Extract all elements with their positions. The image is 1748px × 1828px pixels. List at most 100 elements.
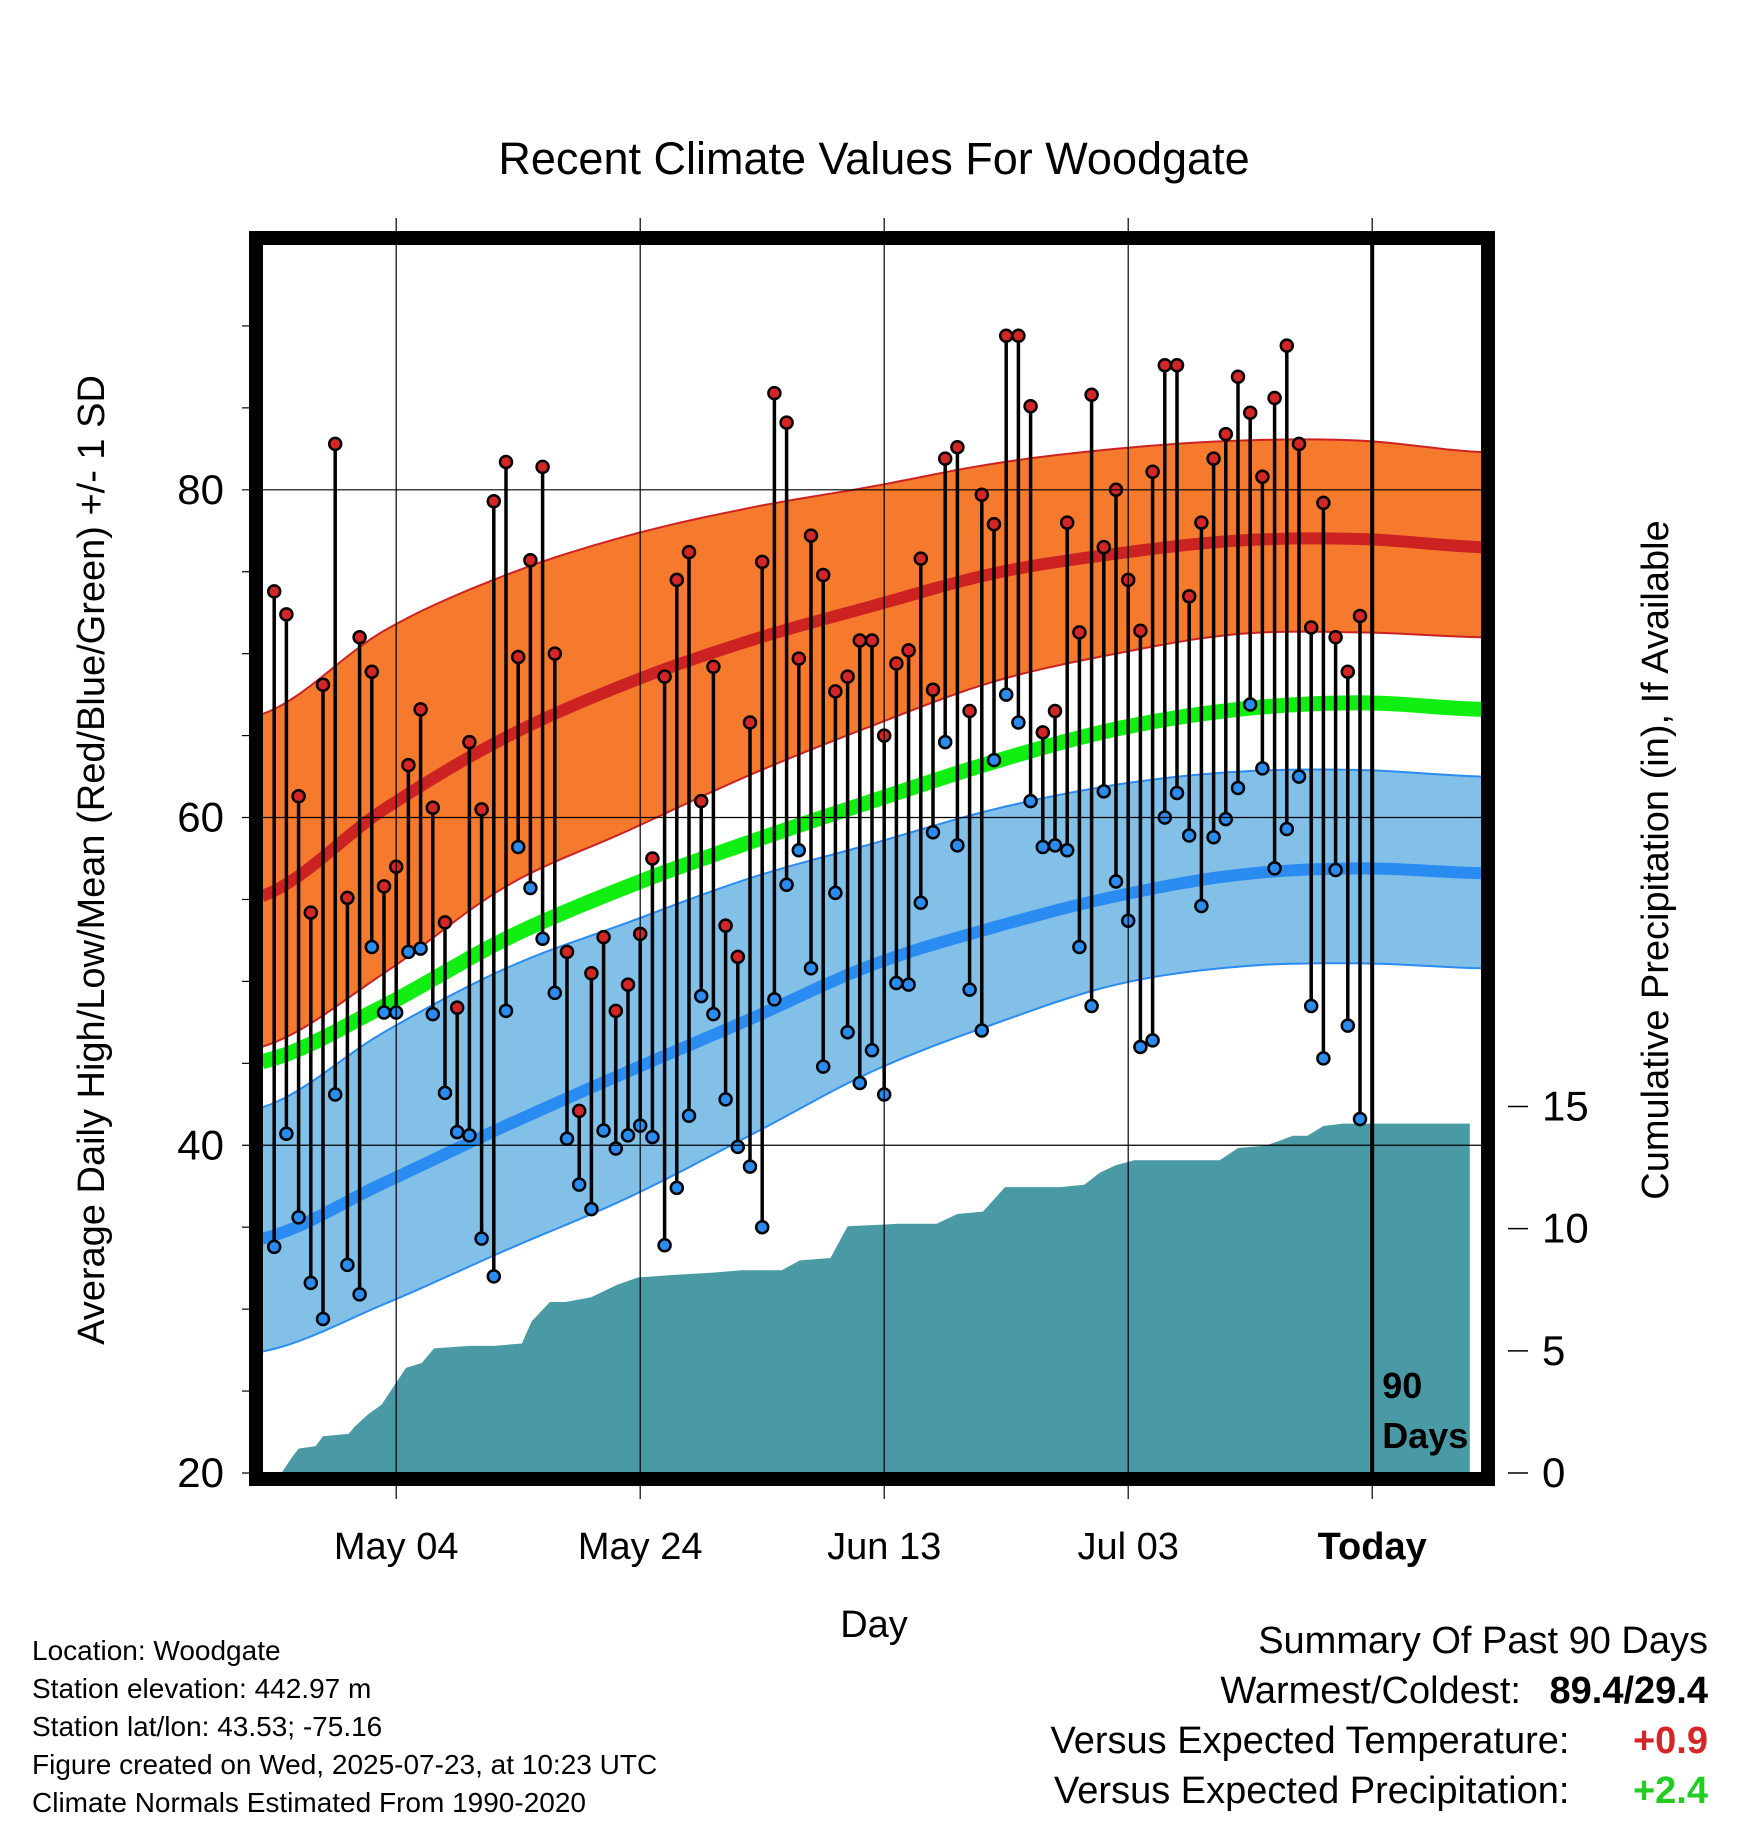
daily-low-point [437, 1085, 453, 1101]
daily-high-point [779, 415, 794, 430]
daily-high-point [681, 544, 697, 560]
daily-low-point [462, 1128, 477, 1143]
high-sd-upper [262, 438, 1482, 716]
daily-high-point [510, 649, 526, 665]
observations [266, 328, 1368, 1327]
daily-high-point [608, 1003, 624, 1019]
daily-low-point [498, 1003, 514, 1019]
daily-high-point [1047, 703, 1063, 719]
y-right-tick-label: 15 [1542, 1082, 1589, 1129]
plot-inner [262, 328, 1482, 1473]
daily-low-point [779, 877, 794, 892]
daily-high-point [523, 553, 538, 568]
daily-high-point [706, 659, 721, 675]
daily-high-point [767, 385, 782, 401]
daily-low-point [571, 1177, 587, 1192]
daily-high-point [657, 669, 672, 684]
daily-low-point [718, 1092, 733, 1107]
daily-high-point [620, 977, 636, 992]
daily-low-point [693, 988, 709, 1004]
y-left-tick-label: 60 [177, 794, 224, 841]
daily-low-point [1108, 874, 1124, 889]
daily-high-point [950, 439, 965, 455]
summary-panel: Summary Of Past 90 Days Warmest/Coldest:… [1051, 1620, 1708, 1820]
daily-low-point [803, 961, 819, 976]
daily-high-point [1157, 358, 1173, 373]
daily-high-point [889, 656, 904, 671]
daily-high-point [901, 643, 916, 658]
daily-low-point [1206, 829, 1221, 845]
precip-row: Versus Expected Precipitation: +2.4 [1051, 1770, 1708, 1820]
daily-low-point [1047, 838, 1063, 853]
daily-high-point [327, 436, 343, 452]
temp-value: +0.9 [1632, 1720, 1708, 1762]
daily-low-point [815, 1059, 831, 1074]
daily-high-point [474, 802, 489, 817]
daily-high-point [962, 703, 977, 719]
elevation-text: Station elevation: 442.97 m [32, 1673, 372, 1704]
daily-low-point [486, 1269, 502, 1284]
daily-low-point [279, 1126, 294, 1142]
precip-value: +2.4 [1632, 1770, 1708, 1812]
daily-low-point [1303, 998, 1319, 1014]
daily-high-point [828, 684, 843, 699]
daily-low-point [1096, 784, 1112, 799]
daily-low-point [889, 975, 904, 991]
normals-text: Climate Normals Estimated From 1990-2020 [32, 1787, 586, 1818]
daily-high-point [1303, 620, 1319, 635]
daily-low-point [608, 1141, 624, 1156]
low-sd-band [262, 769, 1482, 1352]
plot-area: 90 Days 20 40 60 80 0 5 10 15 May 04 May 24 Jun 13 Ju… [177, 218, 1589, 1568]
daily-high-point [1316, 495, 1331, 511]
daily-high-point [1267, 390, 1282, 406]
daily-low-point [315, 1311, 331, 1327]
daily-high-point [596, 929, 611, 945]
warm-cold-label: Warmest/Coldest: [1220, 1670, 1521, 1712]
daily-low-point [1218, 811, 1234, 827]
daily-low-point [559, 1131, 575, 1146]
daily-high-point [364, 664, 380, 679]
window-label-unit: Days [1382, 1415, 1468, 1456]
daily-high-point [1218, 426, 1234, 442]
daily-low-point [1169, 785, 1185, 801]
daily-low-point [584, 1201, 599, 1217]
daily-low-point [950, 838, 965, 853]
daily-high-point [1352, 608, 1368, 624]
daily-high-point [266, 584, 282, 599]
daily-low-point [925, 825, 941, 840]
daily-high-point [1230, 369, 1246, 384]
precip-area [281, 1123, 1470, 1473]
daily-high-point [1279, 338, 1295, 353]
y-left-tick-label: 40 [177, 1121, 224, 1168]
daily-low-point [425, 1006, 441, 1022]
x-tick-label: Today [1318, 1526, 1427, 1568]
daily-high-point [1035, 725, 1051, 740]
daily-low-point [742, 1159, 758, 1174]
daily-low-point [401, 944, 416, 960]
daily-low-point [474, 1231, 489, 1246]
low-sd-lower [262, 962, 1482, 1353]
daily-low-point [1084, 998, 1099, 1014]
created-text: Figure created on Wed, 2025-07-23, at 10… [32, 1749, 658, 1780]
daily-high-point [1181, 589, 1197, 604]
daily-high-point [693, 793, 709, 809]
daily-low-point [986, 752, 1002, 768]
daily-high-point [303, 905, 319, 920]
daily-low-point [1242, 697, 1258, 712]
daily-high-point [1194, 515, 1209, 530]
warm-cold-row: Warmest/Coldest: 89.4/29.4 [1051, 1670, 1708, 1720]
daily-high-point [352, 630, 367, 645]
daily-high-point [584, 965, 599, 981]
y-left-tick-label: 20 [177, 1449, 224, 1496]
daily-low-point [1328, 862, 1343, 878]
y-right-tick-label: 0 [1542, 1449, 1565, 1496]
summary-heading: Summary Of Past 90 Days [1258, 1620, 1708, 1662]
daily-low-point [620, 1128, 636, 1143]
daily-low-point [1255, 761, 1270, 776]
daily-low-point [1072, 939, 1087, 955]
daily-low-point [413, 941, 428, 956]
daily-high-point [1072, 625, 1087, 640]
daily-low-point [266, 1239, 282, 1255]
latlon-text: Station lat/lon: 43.53; -75.16 [32, 1711, 383, 1742]
